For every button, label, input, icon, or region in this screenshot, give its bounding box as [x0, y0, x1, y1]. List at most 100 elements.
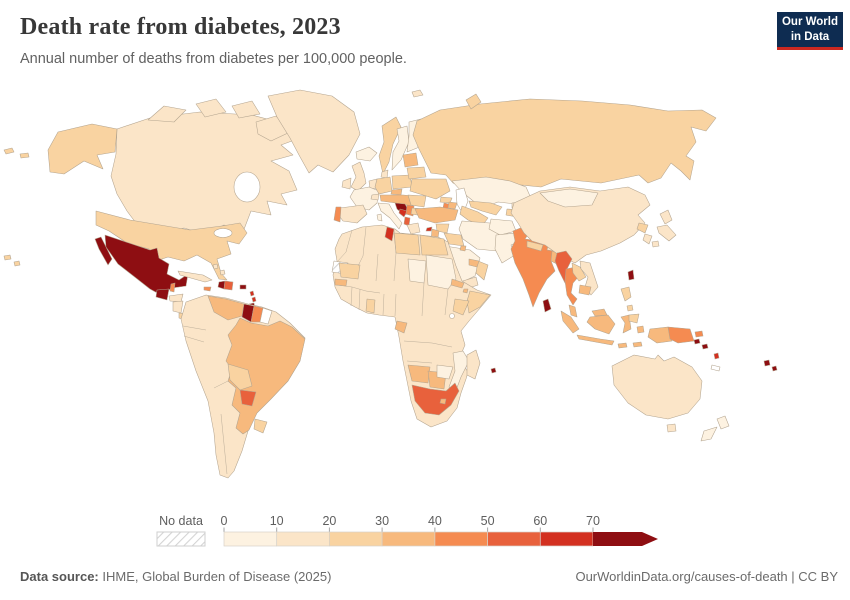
country-chad[interactable] [407, 258, 427, 284]
region-baltics[interactable] [402, 152, 419, 168]
country-somalia[interactable] [466, 290, 491, 314]
country-new-zealand[interactable] [700, 415, 730, 442]
country-alaska[interactable] [47, 123, 118, 175]
country-libya[interactable] [393, 232, 421, 256]
country-kenya[interactable] [452, 298, 470, 316]
country-malaysia[interactable] [568, 304, 608, 318]
country-australia[interactable] [611, 354, 703, 420]
legend-bin-20-30[interactable] [329, 531, 383, 547]
legend-bin-70-plus-arrow[interactable] [593, 532, 658, 546]
country-zimbabwe[interactable] [436, 364, 454, 380]
country-sri-lanka[interactable] [542, 298, 552, 313]
owid-logo[interactable]: Our World in Data [777, 12, 843, 50]
country-germany[interactable] [374, 176, 393, 195]
country-dominican-republic[interactable] [223, 280, 234, 291]
country-spain[interactable] [336, 204, 368, 224]
country-france[interactable] [349, 186, 380, 211]
country-ireland[interactable] [341, 177, 352, 190]
country-taiwan[interactable] [627, 269, 635, 281]
country-tunisia[interactable] [384, 226, 395, 242]
country-ghana[interactable] [365, 298, 376, 314]
country-honduras[interactable] [168, 293, 184, 303]
country-denmark[interactable] [380, 169, 389, 179]
country-lesser-antilles[interactable] [249, 290, 257, 303]
legend-bin-30-40[interactable] [381, 531, 436, 547]
country-mauritius[interactable] [490, 367, 497, 374]
data-source-line[interactable]: Data source: IHME, Global Burden of Dise… [20, 569, 331, 584]
country-philippines[interactable] [620, 286, 640, 324]
legend-bin-0-10[interactable] [223, 531, 278, 547]
country-french-guiana[interactable] [259, 307, 273, 325]
country-senegal[interactable] [334, 278, 348, 287]
country-fiji[interactable] [763, 359, 778, 372]
country-cyprus[interactable] [425, 226, 433, 232]
country-sweden[interactable] [391, 125, 410, 171]
country-south-korea[interactable] [642, 233, 653, 245]
country-greenland[interactable] [267, 89, 361, 174]
country-egypt[interactable] [419, 234, 449, 256]
country-ukraine[interactable] [409, 178, 451, 200]
country-norway[interactable] [378, 116, 402, 175]
country-bahamas[interactable] [212, 263, 226, 276]
country-canadian-arctic[interactable] [147, 98, 291, 142]
country-mozambique[interactable] [448, 350, 470, 394]
legend-bin-40-50[interactable] [434, 531, 488, 547]
country-romania[interactable] [407, 194, 427, 208]
country-tasmania[interactable] [666, 423, 677, 433]
country-usa[interactable] [95, 210, 248, 281]
country-uae[interactable] [468, 258, 480, 268]
country-mexico[interactable] [94, 234, 189, 296]
country-japan[interactable] [651, 209, 677, 248]
legend-bin-60-70[interactable] [539, 531, 594, 547]
country-iceland[interactable] [355, 146, 378, 162]
country-novaya-zemlya[interactable] [465, 93, 482, 110]
country-puerto-rico[interactable] [239, 284, 247, 290]
country-madagascar[interactable] [466, 349, 481, 380]
country-belarus[interactable] [406, 166, 427, 180]
country-guatemala[interactable] [155, 288, 170, 301]
country-vietnam[interactable] [579, 260, 599, 296]
country-north-korea[interactable] [636, 222, 649, 234]
country-syria[interactable] [435, 223, 450, 234]
country-gabon[interactable] [394, 320, 408, 334]
country-lesotho[interactable] [439, 398, 447, 405]
country-nepal[interactable] [526, 240, 544, 252]
country-uruguay[interactable] [253, 418, 268, 434]
country-bolivia[interactable] [227, 363, 253, 391]
country-cuba[interactable] [177, 270, 213, 283]
no-data-swatch[interactable] [156, 531, 206, 547]
country-turkey[interactable] [414, 206, 459, 224]
legend-bin-10-20[interactable] [276, 531, 330, 547]
country-russia[interactable] [412, 98, 717, 192]
country-mongolia[interactable] [539, 188, 599, 208]
country-solomon-islands[interactable] [693, 338, 709, 350]
legend-bin-50-60[interactable] [487, 531, 541, 547]
country-hawaii[interactable] [3, 254, 21, 267]
country-south-africa[interactable] [411, 382, 460, 416]
country-uk[interactable] [350, 161, 367, 192]
country-portugal[interactable] [333, 206, 342, 223]
country-aleutian-islands[interactable] [3, 147, 30, 159]
country-nicaragua[interactable] [172, 300, 184, 314]
country-mauritania[interactable] [338, 262, 361, 280]
country-eritrea[interactable] [450, 278, 465, 289]
country-cambodia[interactable] [578, 284, 592, 296]
country-oman[interactable] [475, 260, 489, 281]
country-bosnia[interactable] [398, 208, 408, 218]
country-azerbaijan[interactable] [447, 201, 458, 210]
country-paraguay[interactable] [239, 389, 257, 407]
country-papua-new-guinea[interactable] [667, 326, 704, 344]
country-uzbekistan[interactable] [468, 200, 503, 216]
country-new-caledonia[interactable] [710, 364, 721, 372]
country-kuwait[interactable] [459, 245, 467, 252]
country-svalbard[interactable] [411, 89, 424, 98]
country-indonesia[interactable] [560, 310, 673, 349]
country-laos[interactable] [571, 262, 587, 282]
country-vanuatu[interactable] [713, 352, 720, 360]
country-belize[interactable] [169, 282, 176, 293]
country-namibia[interactable] [407, 364, 431, 384]
attribution-link[interactable]: OurWorldinData.org/causes-of-death | CC … [575, 569, 838, 584]
country-afghanistan[interactable] [488, 218, 517, 236]
country-czechia[interactable] [390, 188, 403, 196]
country-china[interactable] [510, 186, 651, 264]
